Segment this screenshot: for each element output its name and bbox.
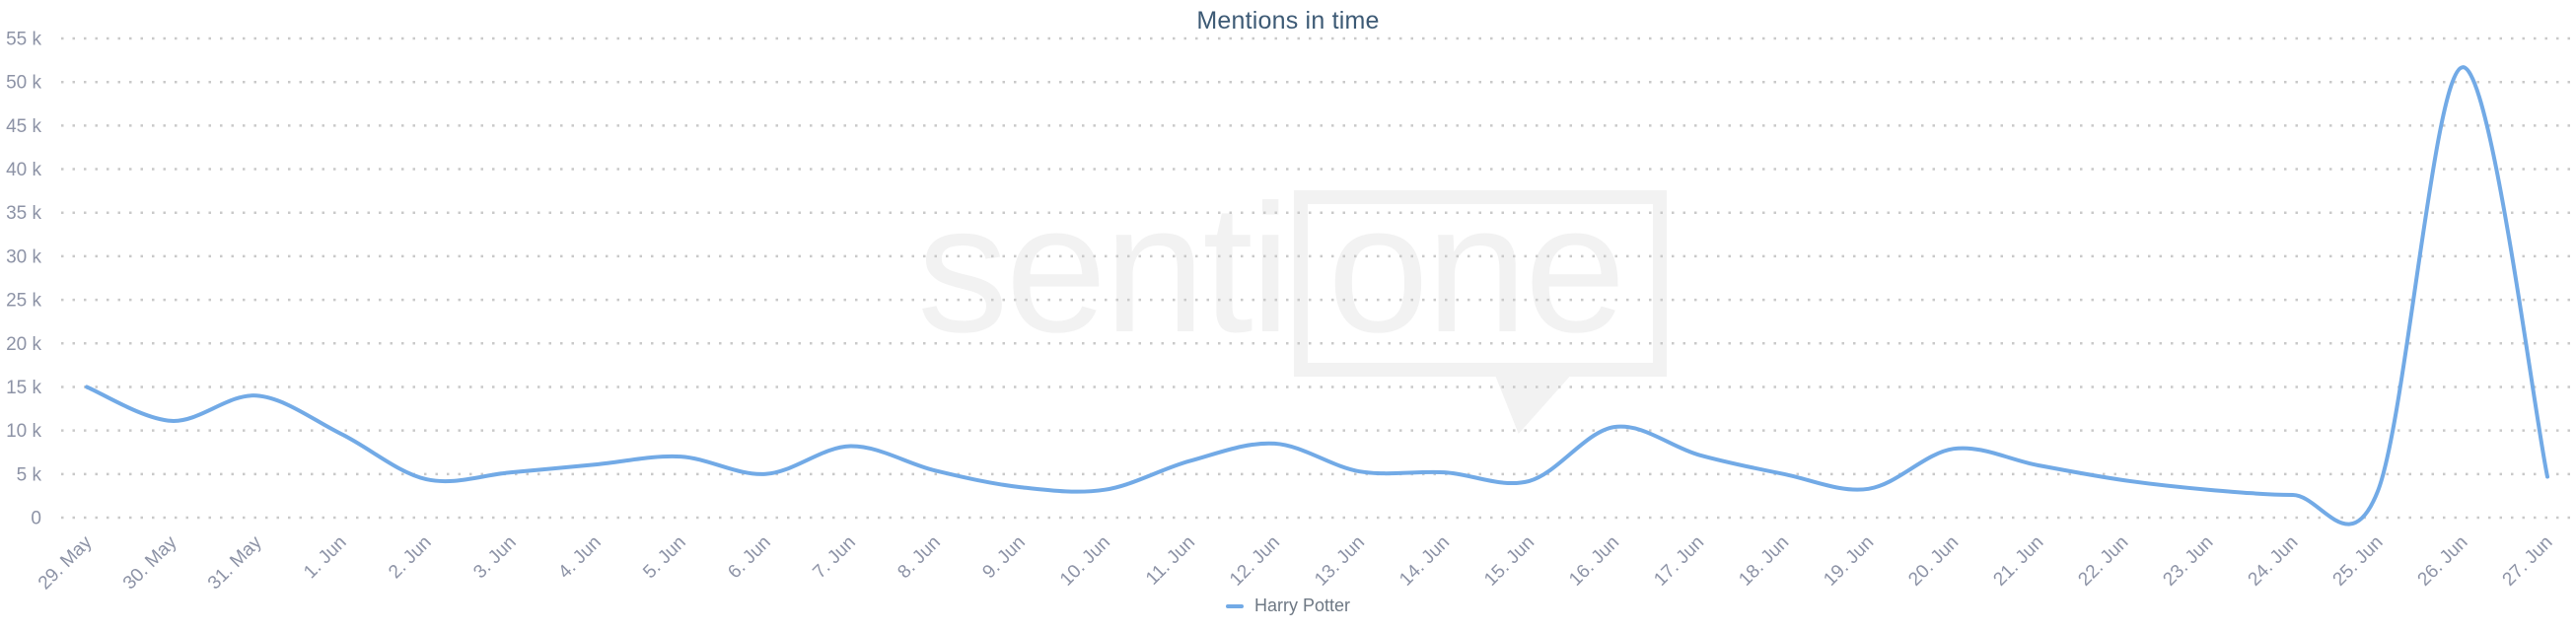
x-axis-tick-label: 29. May xyxy=(35,531,97,594)
legend-line-marker-icon xyxy=(1225,603,1244,608)
chart-title: Mentions in time xyxy=(1196,7,1380,35)
x-axis-tick-label: 5. Jun xyxy=(639,532,689,583)
x-axis-tick-label: 17. Jun xyxy=(1650,532,1708,591)
watermark-text-one: one xyxy=(1327,168,1626,371)
y-axis-tick-label: 10 k xyxy=(6,421,41,442)
x-axis-tick-label: 20. Jun xyxy=(1904,532,1963,591)
x-axis-tick-label: 4. Jun xyxy=(554,532,605,583)
legend: Harry Potter xyxy=(0,596,2576,616)
x-axis-tick-label: 14. Jun xyxy=(1395,532,1454,591)
x-axis-tick-label: 31. May xyxy=(204,531,266,594)
x-axis-tick-label: 2. Jun xyxy=(385,532,435,583)
y-axis-tick-label: 0 xyxy=(31,509,41,529)
x-axis-tick-label: 23. Jun xyxy=(2159,532,2217,591)
y-axis-tick-label: 30 k xyxy=(6,246,41,267)
x-axis-tick-label: 3. Jun xyxy=(469,532,520,583)
x-axis-tick-label: 9. Jun xyxy=(978,532,1029,583)
x-axis-tick-label: 10. Jun xyxy=(1056,532,1114,591)
x-axis-tick-label: 26. Jun xyxy=(2414,532,2472,591)
x-axis-tick-label: 21. Jun xyxy=(1989,532,2047,591)
y-axis-tick-label: 15 k xyxy=(6,378,41,398)
y-axis-tick-label: 25 k xyxy=(6,291,41,312)
x-axis-tick-label: 12. Jun xyxy=(1226,532,1284,591)
y-axis-tick-label: 55 k xyxy=(6,30,41,50)
y-axis-tick-label: 35 k xyxy=(6,203,41,224)
x-axis-tick-label: 6. Jun xyxy=(724,532,774,583)
x-axis-tick-label: 24. Jun xyxy=(2245,532,2303,591)
y-axis-tick-label: 40 k xyxy=(6,160,41,180)
x-axis-tick-label: 25. Jun xyxy=(2329,532,2388,591)
x-axis-tick-label: 11. Jun xyxy=(1142,532,1199,590)
y-axis-tick-label: 5 k xyxy=(17,464,42,485)
y-axis-tick-label: 20 k xyxy=(6,334,41,355)
x-axis-tick-label: 30. May xyxy=(119,531,181,594)
x-axis-tick-label: 22. Jun xyxy=(2074,532,2132,591)
x-axis-tick-label: 18. Jun xyxy=(1735,532,1793,591)
y-axis-tick-label: 45 k xyxy=(6,116,41,137)
x-axis-tick-label: 16. Jun xyxy=(1565,532,1623,591)
y-axis-tick-label: 50 k xyxy=(6,73,41,94)
series-line-harry-potter xyxy=(85,65,2549,526)
x-axis-tick-label: 1. Jun xyxy=(300,532,350,583)
x-axis-tick-label: 8. Jun xyxy=(894,532,944,583)
x-axis-tick-label: 27. Jun xyxy=(2499,532,2557,591)
x-axis-tick-label: 15. Jun xyxy=(1480,532,1538,591)
x-axis-tick-label: 19. Jun xyxy=(1820,532,1878,591)
x-axis-tick-label: 13. Jun xyxy=(1311,532,1369,591)
watermark-text-senti: senti xyxy=(917,168,1291,371)
legend-item-harry-potter[interactable]: Harry Potter xyxy=(1253,596,1351,615)
watermark-speech-bubble xyxy=(1294,190,1667,377)
x-axis-tick-label: 7. Jun xyxy=(809,532,859,583)
sentione-watermark: senti one xyxy=(917,178,1696,449)
